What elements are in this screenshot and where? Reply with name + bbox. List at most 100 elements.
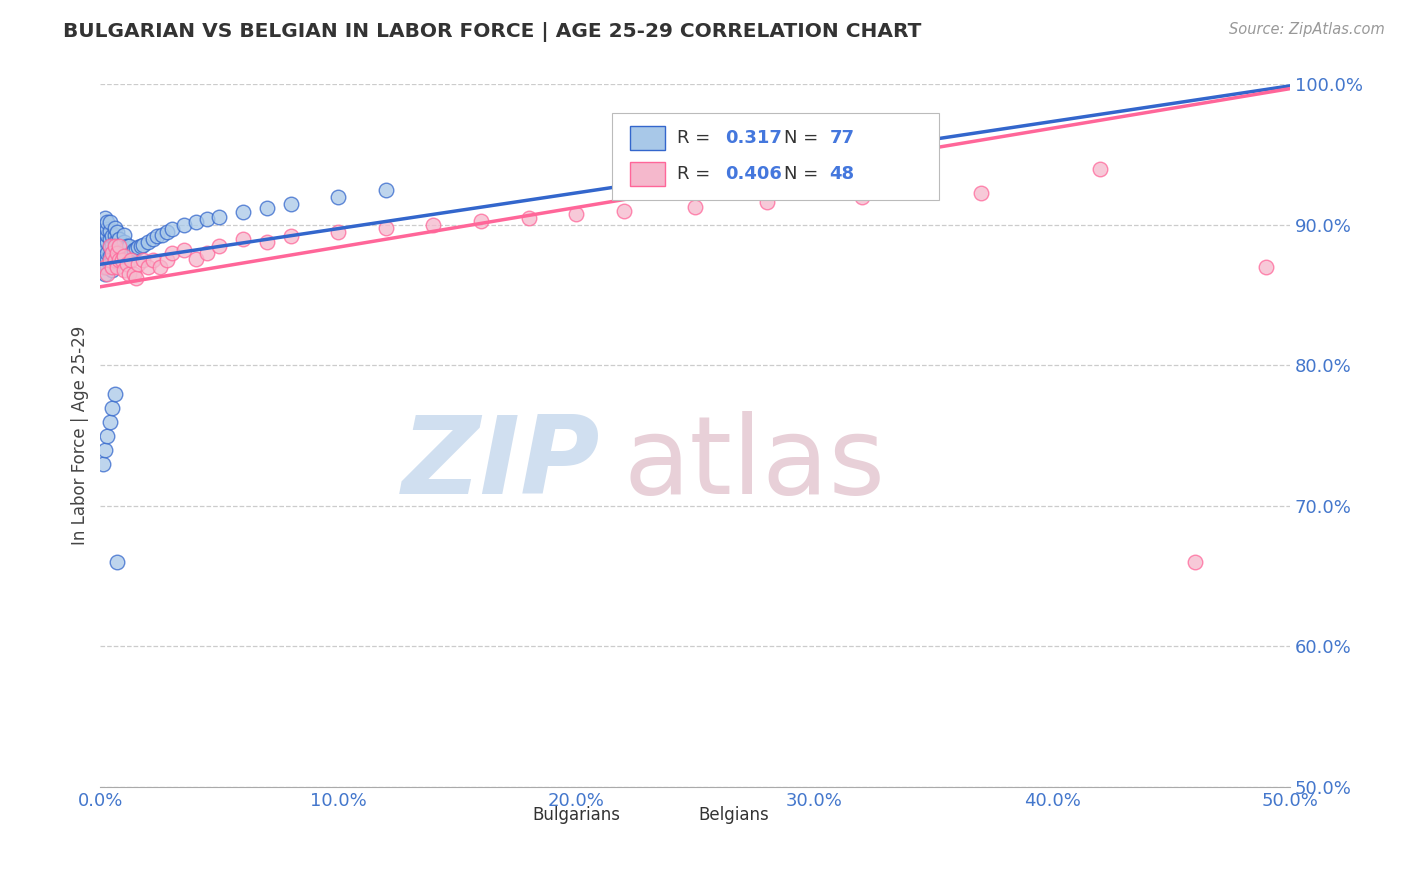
Point [96,253,118,268]
Point [98,415,121,429]
Point [115,247,138,261]
Point [96,267,118,281]
Bar [630,162,665,186]
Point [105,246,128,260]
Bar [502,806,526,822]
Bar [669,806,693,822]
Text: R =: R = [678,128,716,146]
Point [127,240,149,254]
Point [374,183,396,197]
FancyBboxPatch shape [612,112,939,201]
Point [101,260,124,274]
Point [150,227,173,242]
Point [108,250,131,264]
Text: 0.406: 0.406 [725,165,782,183]
Point [96,215,118,229]
Point [156,253,179,268]
Point [132,253,155,268]
Point [98,257,121,271]
Point [105,252,128,266]
Point [112,235,135,249]
Point [160,222,183,236]
Point [149,260,172,274]
Point [105,242,128,256]
Point [98,239,121,253]
Text: atlas: atlas [624,411,886,516]
Point [91,260,114,274]
Point [108,240,131,254]
Point [1184,555,1206,569]
Point [94,225,117,239]
Point [115,239,138,253]
Point [111,253,134,268]
Point [565,207,588,221]
Point [98,240,121,254]
Point [108,232,131,246]
Text: BULGARIAN VS BELGIAN IN LABOR FORCE | AGE 25-29 CORRELATION CHART: BULGARIAN VS BELGIAN IN LABOR FORCE | AG… [63,22,922,42]
Point [851,190,873,204]
Point [96,235,118,249]
Point [280,197,302,211]
Point [94,218,117,232]
Point [125,271,148,285]
Point [129,239,152,253]
Text: N =: N = [785,128,824,146]
Point [98,249,121,263]
Point [470,213,492,227]
Point [104,253,127,268]
Point [101,237,124,252]
Point [105,233,128,247]
Point [104,220,127,235]
Point [104,386,127,401]
Point [374,220,396,235]
Point [104,253,127,268]
Text: Belgians: Belgians [699,805,769,824]
Point [970,186,993,200]
Text: R =: R = [678,165,716,183]
Point [96,428,118,442]
Point [613,203,636,218]
Point [94,267,117,281]
Point [118,267,141,281]
Point [422,218,444,232]
Point [112,242,135,256]
Point [111,249,134,263]
Point [104,244,127,258]
Point [94,211,117,225]
Text: Bulgarians: Bulgarians [533,805,620,824]
Point [184,252,207,266]
Point [108,253,131,268]
Text: N =: N = [785,165,824,183]
Point [256,235,278,249]
Point [184,215,207,229]
Point [328,190,350,204]
Point [156,225,179,239]
Point [96,227,118,242]
Point [517,211,540,225]
Point [104,239,127,253]
Point [96,222,118,236]
Point [101,263,124,277]
Text: 0.317: 0.317 [725,128,782,146]
Point [208,210,231,224]
Point [197,246,219,260]
Text: 48: 48 [830,165,855,183]
Point [120,253,142,268]
Point [1088,161,1111,176]
Point [112,249,135,263]
Point [104,235,127,249]
Point [96,246,118,260]
Point [132,237,155,252]
Point [120,246,142,260]
Point [197,212,219,227]
Point [91,246,114,260]
Point [112,227,135,242]
Point [122,244,145,258]
Text: 77: 77 [830,128,855,146]
Point [112,263,135,277]
Point [127,257,149,271]
Point [115,257,138,271]
Point [105,555,128,569]
Point [108,239,131,253]
Point [136,260,159,274]
